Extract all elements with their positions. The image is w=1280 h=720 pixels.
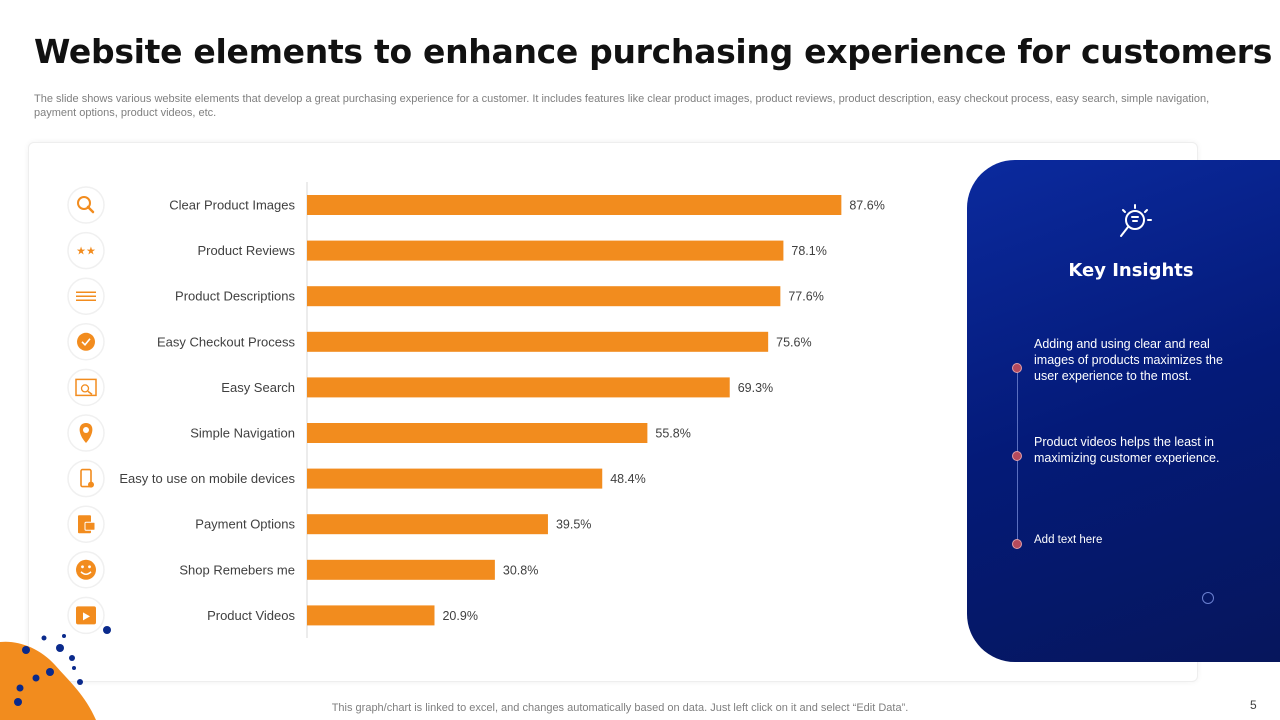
data-label: 55.8% (655, 427, 690, 441)
timeline-dot (1012, 363, 1022, 373)
bar (307, 559, 495, 580)
category-label: Product Reviews (197, 243, 295, 258)
data-label: 30.8% (503, 563, 538, 577)
page-number: 5 (1250, 698, 1257, 712)
bar-chart: 87.6% Clear Product Images 78.1% Product Re… (67, 182, 885, 638)
insight-text-3: Add text here (1034, 534, 1103, 546)
bar (307, 240, 784, 261)
category-label: Easy Search (221, 380, 295, 395)
category-label: Product Videos (207, 608, 295, 623)
category-label: Shop Remebers me (179, 562, 295, 577)
bar (307, 423, 648, 443)
lightbulb-magnifier-icon (1120, 204, 1152, 237)
timeline-dot (1012, 539, 1022, 549)
data-label: 69.3% (738, 381, 773, 395)
slide-title: Website elements to enhance purchasing e… (34, 32, 1273, 71)
data-label: 20.9% (442, 609, 477, 623)
data-label: 48.4% (610, 472, 645, 486)
insight-text-2: Product videos helps the least in maximi… (1034, 435, 1220, 465)
category-label: Payment Options (195, 517, 295, 532)
category-label: Simple Navigation (190, 426, 295, 441)
data-label: 78.1% (791, 244, 826, 258)
key-insights-panel: Key Insights Adding and using clear and … (967, 160, 1280, 662)
category-label: Product Descriptions (175, 289, 295, 304)
mobile-device-icon (67, 459, 105, 498)
timeline-dot (1012, 451, 1022, 461)
lines-icon (67, 277, 105, 315)
data-label: 87.6% (849, 199, 884, 213)
bar (307, 195, 842, 215)
bar (307, 468, 603, 489)
video-icon (67, 596, 105, 635)
decorative-ring (1202, 592, 1214, 604)
chart-footer-note: This graph/chart is linked to excel, and… (331, 702, 909, 714)
data-label: 39.5% (556, 518, 591, 532)
bar (307, 286, 781, 307)
category-label: Clear Product Images (169, 198, 295, 213)
bar (307, 514, 548, 535)
bar (307, 377, 730, 398)
data-label: 77.6% (788, 290, 823, 304)
insights-heading: Key Insights (1068, 260, 1194, 281)
stars-icon: ★★ (67, 231, 105, 270)
svg-text:★★: ★★ (76, 246, 96, 258)
insight-text-1: Adding and using clear and real images o… (1034, 337, 1223, 383)
data-label: 75.6% (776, 335, 811, 349)
search-icon (67, 186, 105, 224)
location-pin-icon (67, 414, 105, 452)
bar (307, 605, 435, 626)
slide-subtitle: The slide shows various website elements… (34, 93, 1210, 119)
category-label: Easy Checkout Process (157, 334, 296, 349)
smiley-icon (67, 551, 105, 589)
decorative-splash (0, 626, 111, 720)
checkmark-icon (67, 323, 105, 361)
payment-icon (67, 505, 105, 543)
category-label: Easy to use on mobile devices (119, 471, 295, 486)
bar (307, 331, 769, 352)
search-screen-icon (67, 368, 105, 407)
